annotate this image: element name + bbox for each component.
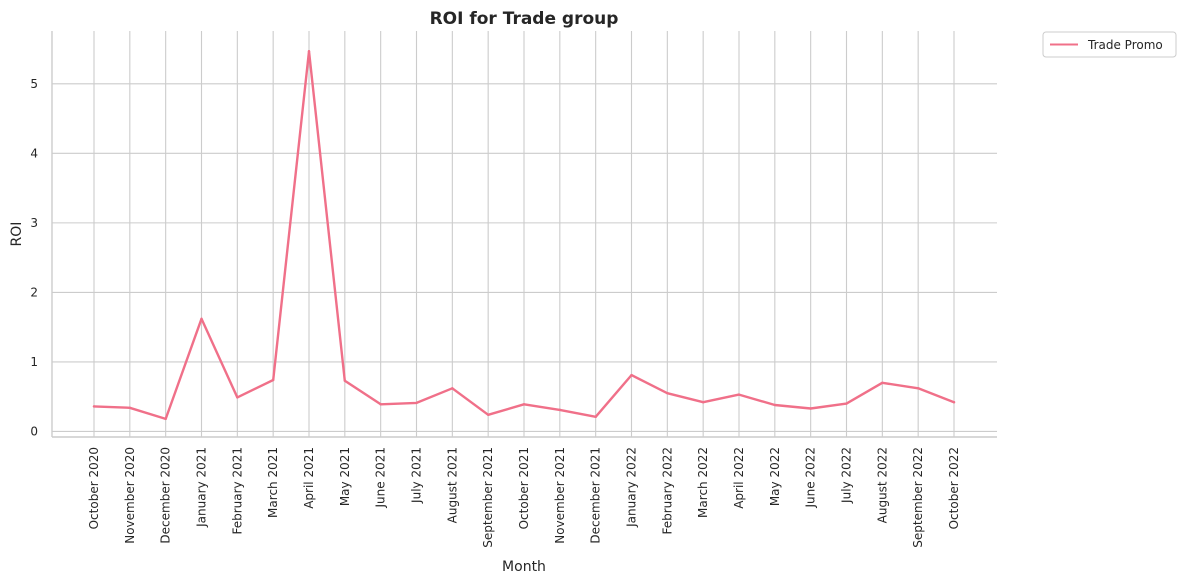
x-tick-label: November 2020 [123, 447, 137, 544]
data-point [486, 413, 490, 416]
x-tick-label: March 2022 [696, 447, 710, 518]
y-tick-label: 2 [30, 285, 38, 299]
x-tick-label: May 2022 [768, 447, 782, 506]
x-tick-label: July 2022 [840, 447, 854, 504]
data-point [522, 403, 526, 406]
y-tick-label: 3 [30, 216, 38, 230]
grid-lines [52, 31, 997, 437]
data-point [737, 393, 741, 396]
data-point [845, 402, 848, 405]
data-point [809, 407, 812, 410]
y-tick-label: 5 [30, 77, 38, 91]
x-tick-label: January 2021 [195, 447, 209, 528]
x-tick-label: October 2021 [517, 447, 531, 529]
x-tick-label: August 2022 [875, 447, 889, 523]
data-point [558, 408, 562, 412]
x-tick-label: February 2022 [660, 447, 674, 535]
legend-label-trade-promo: Trade Promo [1087, 38, 1163, 52]
data-point [415, 401, 418, 405]
data-point [200, 317, 203, 321]
data-point [916, 387, 920, 390]
x-tick-label: December 2021 [589, 447, 603, 544]
data-point [952, 401, 956, 404]
data-point [773, 403, 777, 407]
data-point [343, 379, 347, 382]
x-tick-label: November 2021 [553, 447, 567, 544]
x-tick-label: December 2020 [159, 447, 173, 544]
x-tick-label: March 2021 [266, 447, 280, 518]
x-tick-label: June 2022 [804, 447, 818, 509]
legend: Trade Promo [1042, 31, 1177, 58]
x-tick-label: September 2021 [481, 447, 495, 548]
data-point [630, 373, 633, 377]
data-point [379, 403, 382, 406]
x-tick-label: February 2021 [230, 447, 244, 535]
y-axis-label: ROI [9, 222, 25, 247]
data-point [881, 381, 884, 384]
data-point [666, 392, 669, 395]
y-tick-label: 4 [30, 146, 38, 160]
x-tick-label: October 2020 [87, 447, 101, 529]
x-axis-label: Month [502, 559, 546, 575]
data-point [128, 406, 132, 410]
axes-spines [51, 31, 997, 438]
data-point [92, 405, 96, 408]
x-tick-label: August 2021 [445, 447, 459, 523]
x-tick-label: June 2021 [374, 447, 388, 509]
y-tick-label: 1 [30, 355, 38, 369]
x-tick-label: October 2022 [947, 447, 961, 529]
x-tick-label: July 2021 [410, 447, 424, 504]
data-point [164, 417, 167, 421]
x-tick-label: April 2021 [302, 447, 316, 509]
data-point [701, 401, 705, 404]
x-tick-label: April 2022 [732, 447, 746, 509]
x-tick-labels: October 2020 November 2020 December 2020 Ja… [87, 447, 961, 548]
y-tick-labels: 0 1 2 3 4 5 [30, 77, 38, 439]
legend-box [1042, 31, 1177, 58]
x-tick-label: September 2022 [911, 447, 925, 548]
data-point [594, 415, 597, 419]
x-tick-label: May 2021 [338, 447, 352, 506]
data-point [451, 387, 454, 390]
chart-title: ROI for Trade group [430, 9, 619, 29]
series-layer [92, 49, 956, 421]
data-point [307, 49, 311, 53]
data-point [236, 396, 239, 399]
y-tick-label: 0 [30, 424, 38, 438]
x-tick-label: January 2022 [625, 447, 639, 528]
data-point [271, 378, 275, 382]
